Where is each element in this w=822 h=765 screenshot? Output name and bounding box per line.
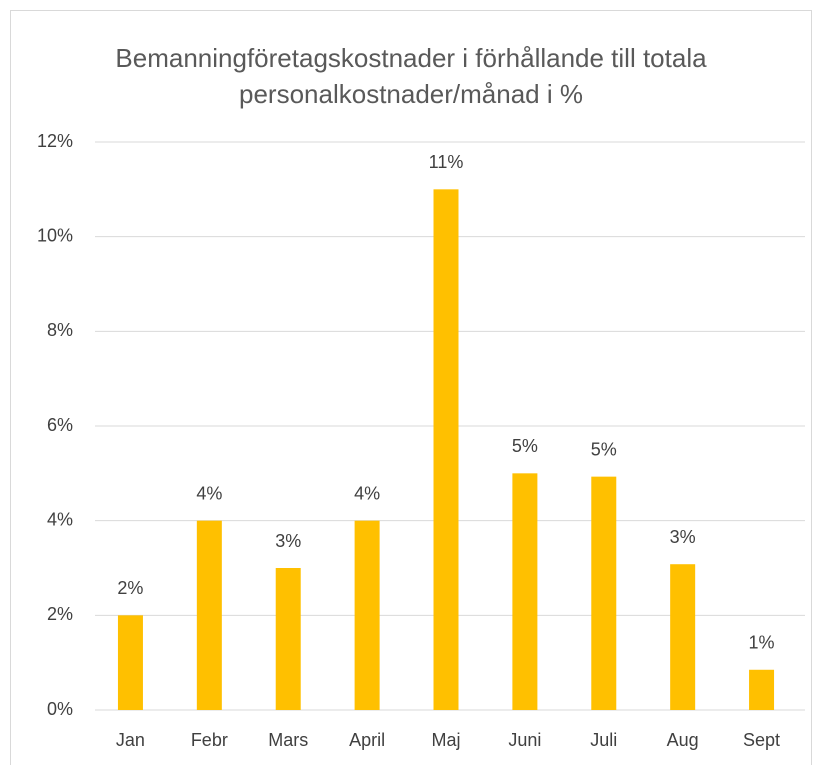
bar	[433, 189, 459, 711]
y-tick-label: 4%	[47, 509, 73, 529]
y-tick-label: 12%	[37, 131, 73, 151]
x-tick-label: Jan	[116, 730, 145, 750]
y-tick-label: 2%	[47, 604, 73, 624]
x-tick-label: Sept	[743, 730, 780, 750]
x-tick-label: Juni	[508, 730, 541, 750]
data-label: 3%	[670, 527, 696, 547]
y-tick-label: 10%	[37, 225, 73, 245]
y-tick-label: 0%	[47, 699, 73, 719]
x-tick-label: Maj	[431, 730, 460, 750]
data-label: 5%	[591, 439, 617, 459]
bar	[591, 476, 617, 710]
data-label: 1%	[749, 633, 775, 653]
y-tick-label: 8%	[47, 320, 73, 340]
bar	[512, 473, 538, 710]
data-label: 4%	[354, 483, 380, 503]
bar	[275, 568, 301, 710]
chart-title: Bemanningföretagskostnader i förhållande…	[115, 43, 707, 109]
y-tick-label: 6%	[47, 415, 73, 435]
x-tick-label: Febr	[191, 730, 228, 750]
x-tick-label: Aug	[667, 730, 699, 750]
chart-border	[10, 10, 812, 765]
bar	[196, 520, 222, 710]
x-tick-label: Mars	[268, 730, 308, 750]
data-label: 11%	[429, 152, 464, 172]
bar	[117, 615, 143, 710]
x-tick-label: April	[349, 730, 385, 750]
data-label: 3%	[275, 531, 301, 551]
data-label: 2%	[117, 578, 143, 598]
data-label: 4%	[196, 483, 222, 503]
bar	[749, 669, 775, 710]
data-label: 5%	[512, 436, 538, 456]
x-tick-label: Juli	[590, 730, 617, 750]
bar	[354, 520, 380, 710]
bar	[670, 564, 696, 710]
